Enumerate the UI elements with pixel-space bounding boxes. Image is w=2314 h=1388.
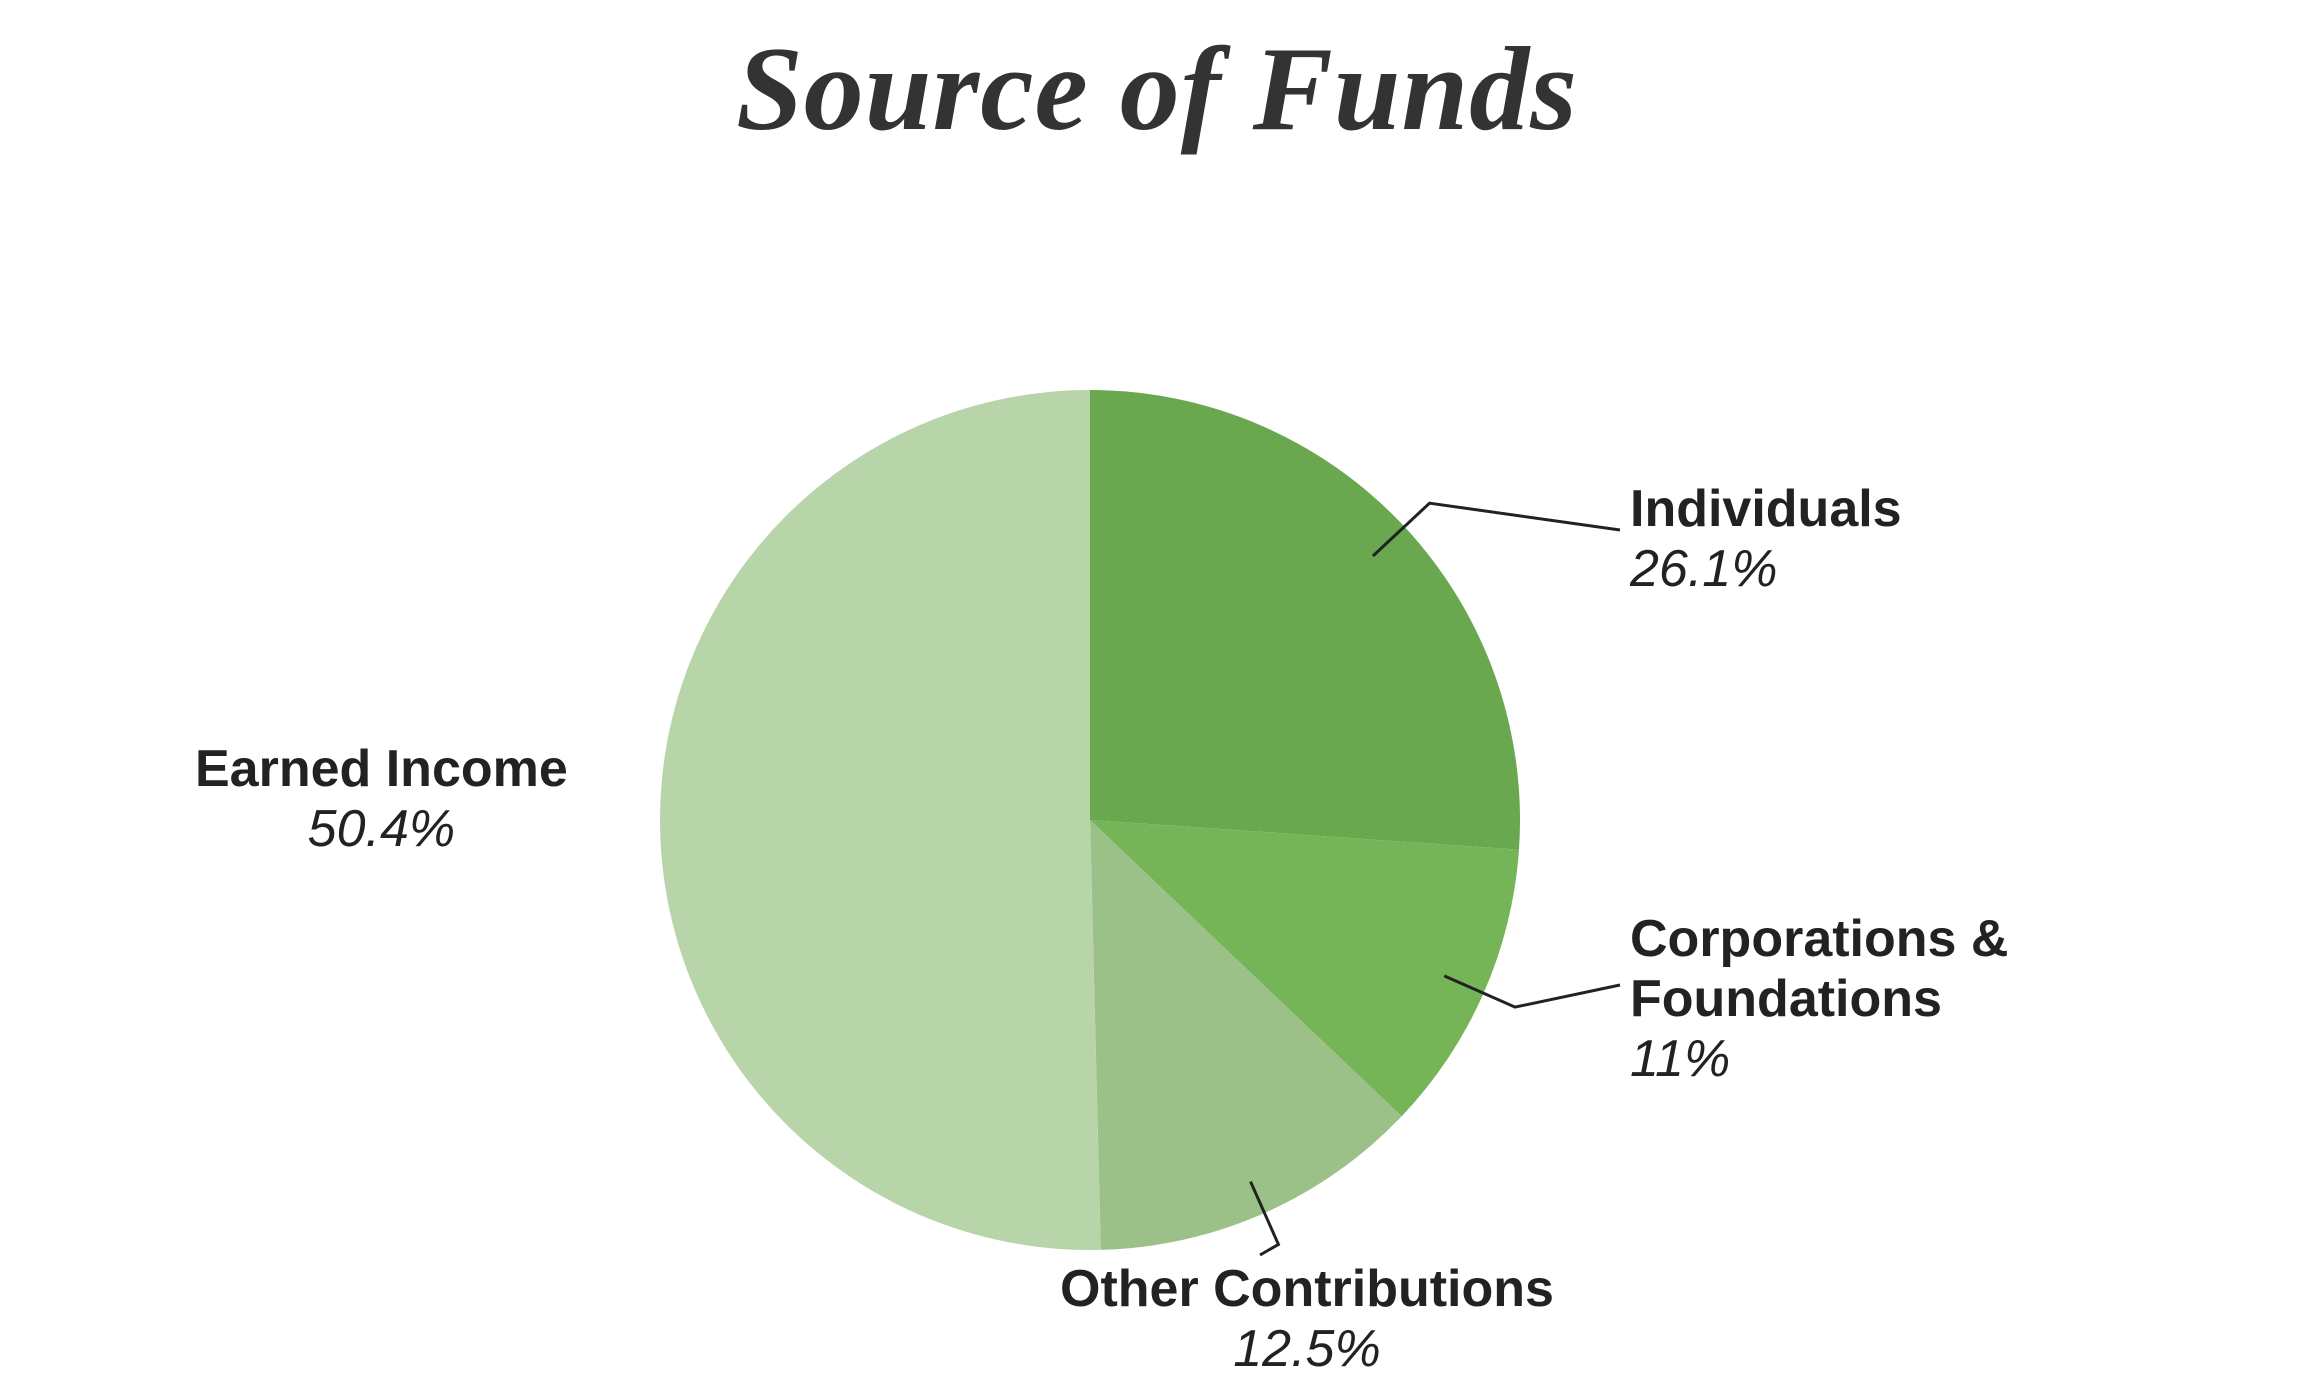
callout-1: Corporations & Foundations 11% [1630, 910, 2314, 1089]
pie-chart [660, 390, 1520, 1250]
pie-svg [660, 390, 1520, 1250]
callout-0-label: Individuals [1630, 480, 1902, 540]
callout-2-value: 12.5% [1060, 1320, 1554, 1380]
callout-0-value: 26.1% [1630, 540, 1902, 600]
callout-3-value: 50.4% [195, 800, 568, 860]
callout-3: Earned Income 50.4% [195, 740, 568, 860]
callout-2-label: Other Contributions [1060, 1260, 1554, 1320]
callout-3-label: Earned Income [195, 740, 568, 800]
pie-slice [660, 390, 1101, 1250]
callout-1-value: 11% [1630, 1030, 2314, 1090]
chart-title: Source of Funds [0, 20, 2314, 158]
callout-2: Other Contributions 12.5% [1060, 1260, 1554, 1380]
callout-1-label: Corporations & Foundations [1630, 910, 2314, 1030]
pie-slice [1090, 390, 1520, 850]
callout-0: Individuals 26.1% [1630, 480, 1902, 600]
chart-stage: Source of Funds Individuals 26.1% Corpor… [0, 0, 2314, 1388]
